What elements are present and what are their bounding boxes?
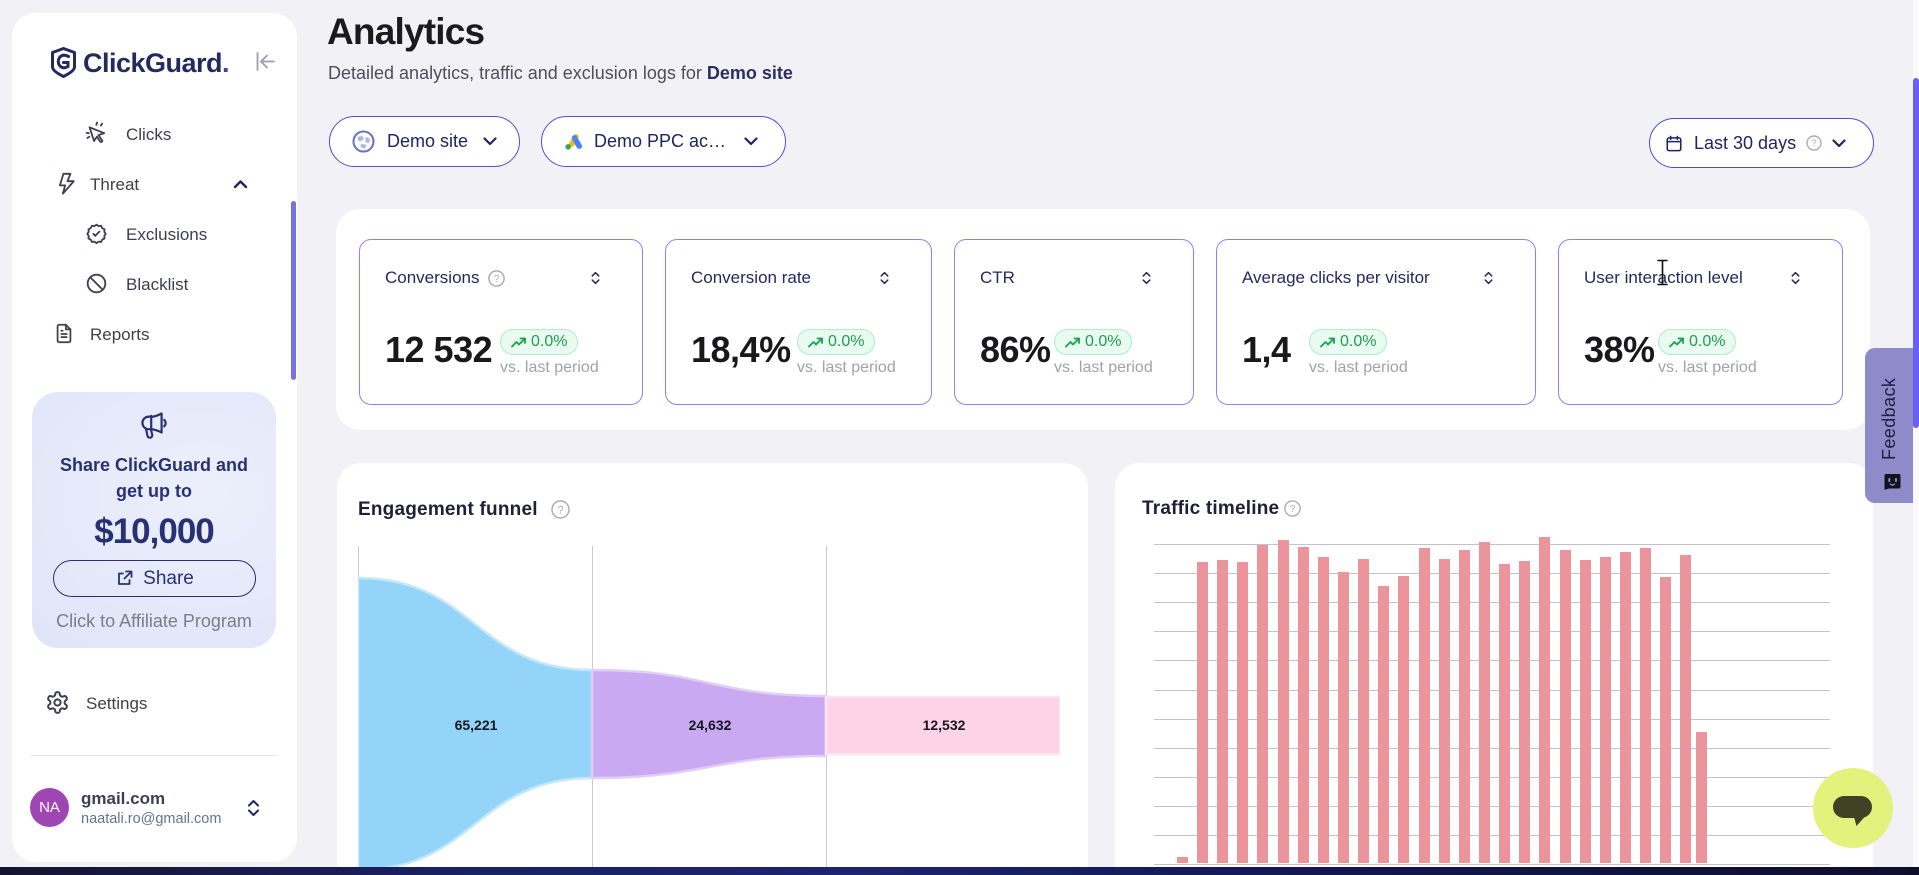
svg-text:?: ?: [1811, 138, 1816, 149]
svg-text:?: ?: [557, 504, 563, 516]
svg-text:?: ?: [1290, 504, 1296, 515]
svg-text:?: ?: [493, 274, 499, 285]
